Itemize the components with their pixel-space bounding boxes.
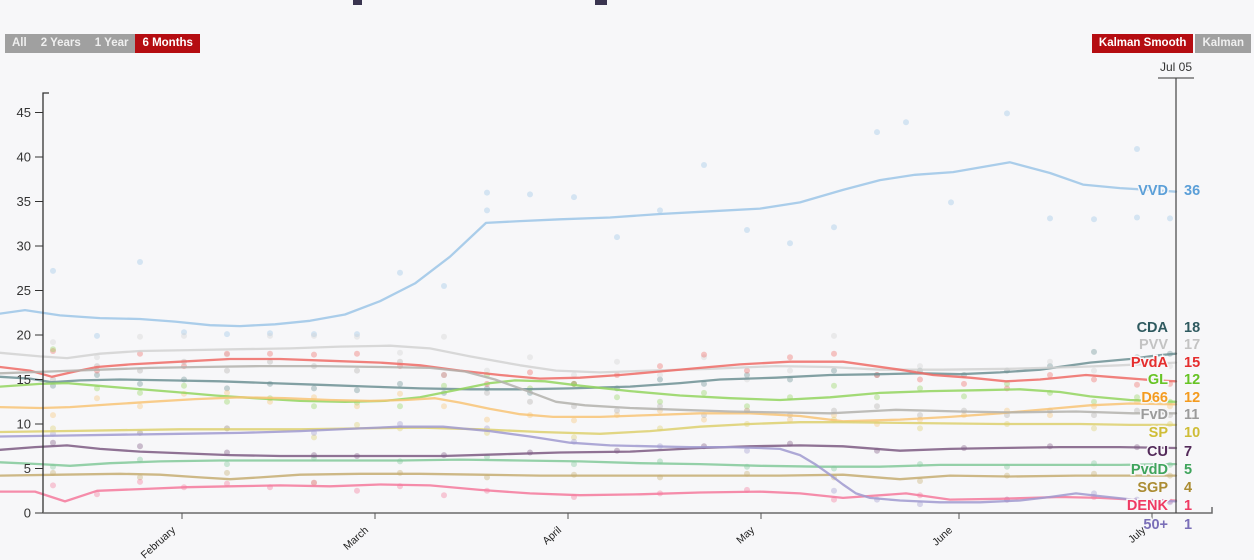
y-axis-tick-label: 25	[17, 283, 31, 298]
series-line-VVD	[0, 161, 1178, 328]
poll-dots-VVD	[50, 110, 1173, 339]
range-button-all[interactable]: All	[5, 34, 34, 53]
range-button-6-months[interactable]: 6 Months	[135, 34, 200, 53]
series-line-GL	[0, 379, 1178, 403]
series-label-50+: 50+ 1	[1142, 516, 1194, 535]
range-button-2-years[interactable]: 2 Years	[33, 34, 88, 53]
tracker-date-label: Jul 05	[1160, 60, 1192, 74]
party-name-label: 50+	[1143, 517, 1168, 533]
y-axis-tick-label: 10	[17, 417, 31, 432]
y-axis-tick-label: 15	[17, 372, 31, 387]
series-label-SP: SP 10	[1147, 424, 1201, 443]
x-axis-month-label: April	[540, 524, 564, 547]
party-name-label: VVD	[1138, 183, 1168, 199]
series-label-GL: GL 12	[1146, 371, 1201, 390]
series-label-FvD: FvD 11	[1139, 406, 1201, 425]
party-name-label: FvD	[1141, 407, 1168, 423]
series-label-CDA: CDA 18	[1135, 319, 1202, 338]
series-line-DENK	[0, 483, 1178, 503]
party-name-label: CDA	[1137, 320, 1169, 336]
kalman-smooth-button[interactable]: Kalman Smooth	[1091, 34, 1194, 53]
party-value-label: 10	[1184, 425, 1200, 441]
y-axis-tick-label: 5	[24, 461, 31, 476]
series-label-SGP: SGP 4	[1136, 479, 1194, 498]
series-label-CU: CU 7	[1146, 443, 1194, 462]
party-value-label: 12	[1184, 390, 1200, 406]
party-value-label: 12	[1184, 372, 1200, 388]
party-name-label: SGP	[1137, 480, 1168, 496]
series-label-VVD: VVD 36	[1137, 182, 1202, 201]
x-axis-line	[43, 507, 1213, 514]
party-name-label: PvdD	[1131, 462, 1168, 478]
kalman-button[interactable]: Kalman	[1195, 34, 1251, 53]
series-label-DENK: DENK 1	[1125, 497, 1193, 516]
party-value-label: 1	[1184, 498, 1192, 514]
party-name-label: D66	[1141, 390, 1168, 406]
series-line-SGP	[0, 472, 1178, 481]
party-value-label: 17	[1184, 337, 1200, 353]
series-line-PvdA	[0, 357, 1178, 383]
series-label-PvdA: PvdA 15	[1129, 354, 1201, 373]
party-value-label: 18	[1184, 320, 1200, 336]
party-name-label: PVV	[1139, 337, 1168, 353]
y-axis-tick-label: 40	[17, 150, 31, 165]
series-label-PvdD: PvdD 5	[1129, 461, 1193, 480]
y-axis-line	[42, 92, 49, 513]
party-value-label: 4	[1184, 480, 1192, 496]
party-value-label: 11	[1184, 407, 1199, 423]
series-line-FvD	[0, 364, 1178, 415]
series-label-PVV: PVV 17	[1137, 336, 1201, 355]
party-name-label: GL	[1148, 372, 1168, 388]
time-range-button-group: All 2 Years 1 Year 6 Months	[5, 34, 200, 53]
x-axis-month-label: May	[734, 524, 757, 547]
party-name-label: PvdA	[1131, 355, 1169, 371]
party-name-label: SP	[1149, 425, 1169, 441]
party-name-label: CU	[1147, 444, 1168, 460]
party-value-label: 7	[1184, 444, 1192, 460]
party-value-label: 15	[1184, 355, 1200, 371]
x-axis-month-label: June	[930, 524, 955, 548]
y-axis-tick-label: 35	[17, 194, 31, 209]
x-axis-month-label: March	[341, 524, 371, 553]
y-axis-tick-label: 30	[17, 239, 31, 254]
y-axis-tick-label: 45	[17, 105, 31, 120]
series-line-50+	[0, 425, 1178, 504]
party-value-label: 36	[1184, 183, 1200, 199]
series-label-D66: D66 12	[1140, 389, 1202, 408]
series-line-SP	[0, 421, 1178, 435]
series-line-PvdD	[0, 458, 1178, 468]
party-value-label: 5	[1184, 462, 1192, 478]
x-axis-month-label: February	[139, 524, 179, 560]
smoothing-button-group: Kalman Smooth Kalman	[1090, 34, 1251, 53]
clipped-title-fragment	[595, 0, 607, 5]
series-line-D66	[0, 396, 1178, 423]
clipped-title-fragment	[353, 0, 362, 5]
range-button-1-year[interactable]: 1 Year	[87, 34, 136, 53]
y-axis-tick-label: 20	[17, 328, 31, 343]
series-line-PVV	[0, 344, 1178, 374]
party-value-label: 1	[1184, 517, 1192, 533]
party-name-label: DENK	[1127, 498, 1169, 514]
series-line-CU	[0, 444, 1178, 458]
poll-dots-GL	[50, 346, 1173, 410]
y-axis-tick-label: 0	[24, 506, 31, 521]
